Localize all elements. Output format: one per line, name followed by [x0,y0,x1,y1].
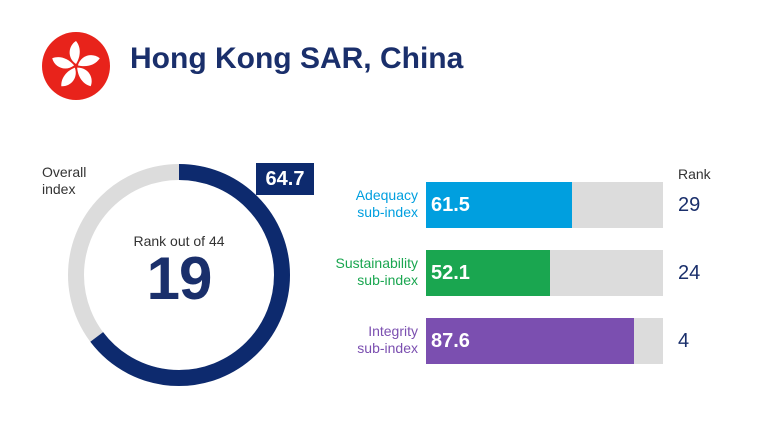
bar-value-integrity: 87.6 [431,330,470,352]
bar-value-adequacy: 61.5 [431,194,470,216]
sub-index-label-sustainability: Sustainability sub-index [335,255,419,288]
overall-index-label: Overall index [42,164,87,197]
sub-index-row-integrity: Integrity sub-index 87.6 4 [0,318,774,364]
bar-track-sustainability: 52.1 [426,250,663,296]
bar-integrity: 87.6 [426,318,634,364]
sub-index-rank-integrity: 4 [678,330,690,352]
bar-track-adequacy: 61.5 [426,182,663,228]
ring-value-arc [68,164,290,386]
overall-index-ring [68,164,290,386]
rank-column-header: Rank [678,166,711,182]
bar-sustainability: 52.1 [426,250,550,296]
sub-index-rank-adequacy: 29 [678,194,701,216]
bar-value-sustainability: 52.1 [431,262,470,284]
hong-kong-flag-icon [42,32,110,100]
sub-index-label-integrity: Integrity sub-index [357,323,418,356]
rank-caption: Rank out of 44 [133,233,225,249]
bar-adequacy: 61.5 [426,182,572,228]
sub-index-row-sustainability: Sustainability sub-index 52.1 24 [0,250,774,296]
sub-index-rank-sustainability: 24 [678,262,701,284]
bar-track-integrity: 87.6 [426,318,663,364]
overall-rank: 19 [146,245,213,312]
overall-index-value: 64.7 [256,163,314,195]
sub-index-label-adequacy: Adequacy sub-index [355,187,418,220]
sub-index-row-adequacy: Adequacy sub-index 61.5 29 [0,182,774,228]
country-title: Hong Kong SAR, China [130,42,464,75]
